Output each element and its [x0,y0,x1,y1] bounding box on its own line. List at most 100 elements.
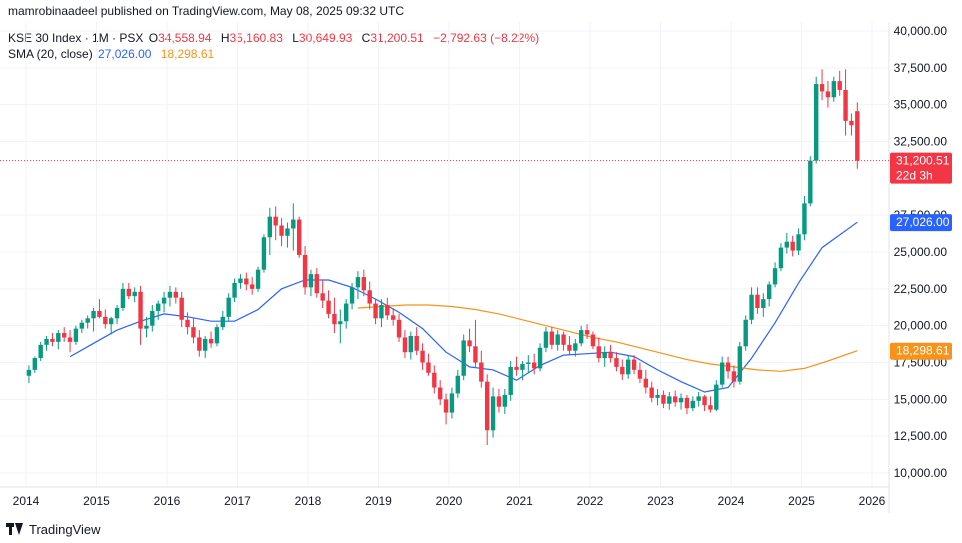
candle-body [490,396,496,431]
candle-body [496,396,502,407]
candle-body [608,352,613,359]
countdown-tag-value: 22d 3h [896,169,933,183]
time-tick-label: 2021 [506,494,533,508]
candle-body [232,282,237,298]
candle-body [273,216,278,226]
candle [61,327,67,342]
candle-body [766,284,772,300]
candle-body [185,319,190,328]
candle [173,287,179,304]
candle [67,330,73,353]
candle-body [784,241,790,248]
candle [291,203,296,251]
candle-body [26,369,32,376]
candle [167,285,173,307]
price-axis[interactable]: 40,000.0037,500.0035,000.0032,500.0027,5… [894,24,948,480]
candle-body [596,346,602,359]
candle [526,355,531,373]
candle-body [467,340,472,347]
candle [825,81,831,108]
candle [690,396,696,412]
candle [220,310,226,331]
candle [819,69,825,101]
candle [520,361,525,381]
candle [138,285,143,345]
candle [349,282,355,310]
candle [108,316,114,335]
candle [555,330,560,351]
candle-body [555,334,560,345]
time-tick-label: 2017 [224,494,251,508]
candle-body [561,334,566,345]
candle-body [202,338,208,351]
candle [449,387,455,419]
candle [808,156,813,207]
candle [655,389,660,406]
last-price-tag: 31,200.51 22d 3h [890,152,952,184]
candle [584,324,590,339]
sma-orange-line [357,304,858,372]
candle [103,309,108,329]
candle [408,331,414,360]
sma-blue-tag-bg [890,214,952,232]
candle-body [731,371,737,382]
candle [719,356,725,388]
candle [332,297,337,334]
candle-body [73,328,79,342]
candle-body [631,359,637,370]
candle [308,269,314,297]
candle-body [414,335,419,351]
candle-body [755,294,760,308]
candle-body [543,331,549,348]
price-tick-label: 25,000.00 [894,245,948,259]
candle-body [343,303,349,322]
candle-body [32,358,38,370]
candle [261,234,267,273]
candle [314,268,320,298]
candle-body [296,219,302,255]
publisher-line: mamrobinaadeel published on TradingView.… [8,4,405,18]
candle-body [367,290,372,304]
candle-body [843,89,848,121]
candle-body [420,350,425,363]
candle [185,312,190,335]
time-axis[interactable]: 2014 2015 2016 2017 2018 2019 2020 2021 2022 2023… [13,494,886,508]
candle [326,290,331,319]
candle-body [79,322,85,329]
candle [114,305,120,325]
candle-body [302,254,308,288]
high-value: 35,160.83 [229,31,283,45]
candle [373,299,378,325]
candle-body [308,274,314,288]
candle [631,355,637,375]
candle [731,365,737,388]
candle-body [584,330,590,335]
candle-body [637,369,643,379]
candle [214,324,220,347]
open-value: 34,558.94 [158,31,212,45]
candle [249,277,255,295]
high-label: H [220,31,230,45]
candle [855,102,860,169]
candle [267,207,273,255]
candle-body [161,297,167,304]
candle [802,196,807,241]
candle-body [567,344,572,351]
time-tick-label: 2023 [647,494,674,508]
sma-blue-tag: 27,026.00 [890,214,952,232]
candle [561,331,566,351]
time-tick-label: 2018 [295,494,322,508]
candle-body [502,394,508,407]
candle [549,327,555,350]
time-tick-label: 2025 [788,494,815,508]
candle-body [338,321,343,325]
candle [338,309,343,344]
candle-body [255,269,261,289]
candle [161,291,167,313]
candle [120,282,126,311]
candle-body [285,228,290,236]
candle-body [667,396,672,404]
candle [596,337,602,363]
candle [708,396,713,413]
